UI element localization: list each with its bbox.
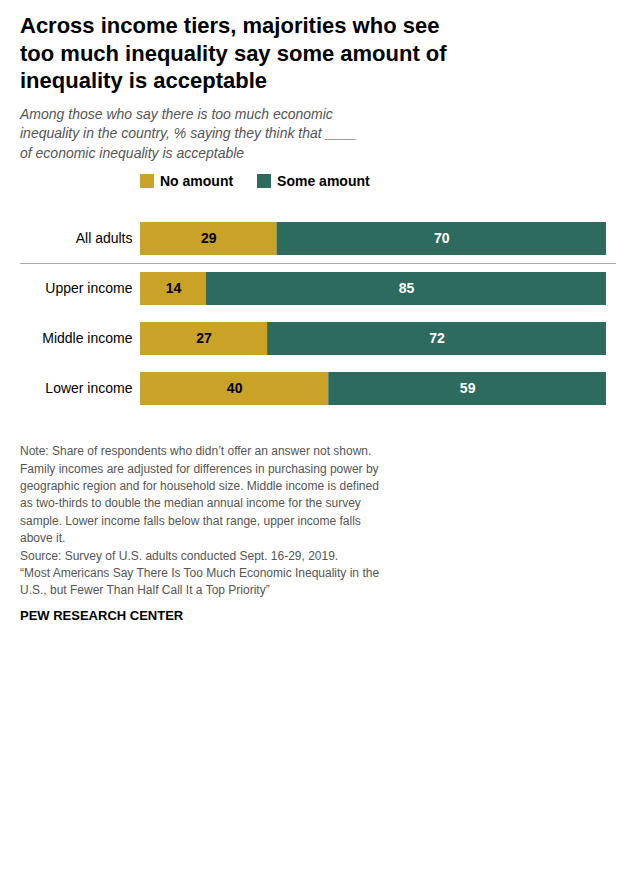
svg-text:27: 27 (196, 331, 212, 347)
html-text:Some amount: Some amount (277, 173, 370, 190)
html-text:Among those who say there is t: Among those who say there is too much ec… (20, 105, 357, 161)
html-text:Across income tiers, majoritie: Across income tiers, majorities who see … (20, 13, 447, 93)
svg-text:Middle income: Middle income (42, 331, 132, 347)
svg-text:14: 14 (166, 281, 182, 297)
svg-text:Lower income: Lower income (45, 381, 132, 397)
html-text:Note: Share of respondents who: Note: Share of respondents who didn’t of… (20, 444, 380, 598)
svg-text:72: 72 (429, 331, 445, 347)
svg-text:29: 29 (201, 231, 217, 247)
svg-text:All adults: All adults (76, 231, 133, 247)
html-text:PEW RESEARCH CENTER: PEW RESEARCH CENTER (20, 607, 184, 623)
html-text:No amount: No amount (160, 173, 234, 190)
svg-text:59: 59 (460, 381, 476, 397)
svg-text:Upper income: Upper income (45, 281, 132, 297)
svg-text:40: 40 (227, 381, 243, 397)
svg-text:85: 85 (399, 281, 415, 297)
svg-text:70: 70 (434, 231, 450, 247)
